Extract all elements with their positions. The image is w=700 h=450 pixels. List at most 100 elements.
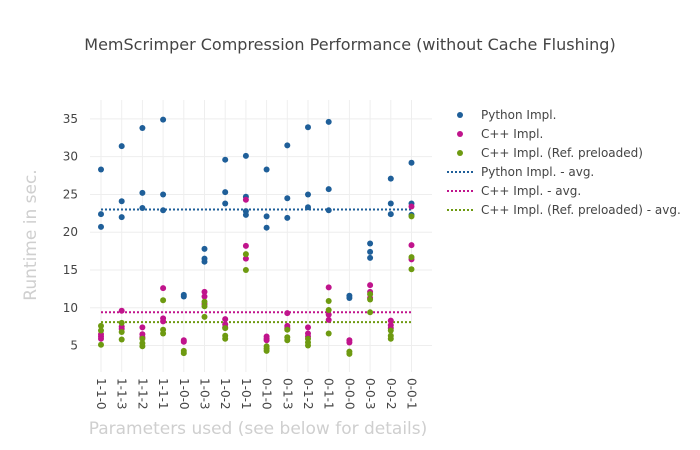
data-point — [180, 293, 187, 300]
data-point — [387, 327, 394, 334]
data-point — [242, 267, 249, 273]
x-tick-label: 1-1-1 — [156, 378, 170, 410]
x-tick-label: 0-0-1 — [405, 378, 419, 410]
data-point — [160, 207, 167, 214]
data-point — [325, 330, 332, 337]
y-tick-label: 35 — [63, 112, 78, 126]
legend-marker — [457, 112, 463, 118]
data-point — [367, 248, 374, 255]
data-point — [325, 284, 332, 291]
legend-label: C++ Impl. — [481, 127, 543, 141]
data-point — [118, 307, 125, 314]
data-point — [346, 350, 353, 357]
data-point — [118, 336, 125, 343]
data-point — [387, 175, 394, 182]
legend-marker — [457, 131, 463, 137]
data-point — [325, 207, 332, 214]
data-point — [284, 195, 291, 202]
data-point — [242, 152, 249, 159]
data-point — [305, 191, 311, 198]
data-point — [408, 159, 415, 166]
x-tick-label: 0-0-3 — [363, 378, 377, 410]
data-point — [242, 255, 249, 262]
data-point — [118, 319, 125, 326]
data-point — [201, 303, 208, 310]
data-point — [139, 189, 146, 196]
data-point — [201, 293, 208, 300]
data-point — [222, 335, 229, 342]
data-point — [367, 309, 374, 316]
legend-label: C++ Impl. - avg. — [481, 184, 581, 198]
x-axis-ticks: 1-1-0 1-1-3 1-1-2 1-1-1 1-0-0 1-0-3 1-0-2 1-0-1… — [94, 378, 419, 410]
data-point — [242, 251, 249, 258]
data-point — [367, 296, 374, 303]
data-point — [284, 214, 291, 221]
data-point — [263, 213, 270, 220]
data-point — [242, 211, 249, 218]
y-tick-label: 15 — [63, 263, 78, 277]
data-point — [305, 124, 311, 131]
data-point — [387, 335, 394, 342]
x-tick-label: 1-1-2 — [135, 378, 149, 410]
data-point — [160, 330, 167, 337]
data-point — [408, 266, 415, 273]
data-point — [408, 254, 415, 261]
legend-label: Python Impl. - avg. — [481, 165, 594, 179]
data-point — [346, 294, 353, 301]
data-point — [263, 347, 270, 354]
x-tick-label: 0-1-2 — [301, 378, 315, 410]
data-point — [139, 205, 146, 212]
data-point — [387, 211, 394, 218]
data-point — [222, 316, 229, 323]
data-point — [201, 298, 208, 305]
data-point — [118, 214, 125, 221]
y-axis-ticks: 5 10 15 20 25 30 35 — [63, 112, 78, 353]
data-point — [201, 313, 208, 320]
data-point — [118, 198, 125, 205]
data-point — [408, 213, 415, 220]
data-point — [387, 200, 394, 207]
x-tick-label: 1-0-2 — [218, 378, 232, 410]
data-point — [408, 203, 415, 210]
data-point — [242, 196, 249, 203]
data-point — [263, 166, 270, 173]
data-point — [367, 282, 374, 289]
data-point — [201, 245, 208, 252]
legend-label: C++ Impl. (Ref. preloaded) - avg. — [481, 203, 681, 217]
data-point — [201, 258, 208, 265]
data-point — [139, 324, 146, 331]
data-point — [98, 335, 104, 342]
data-point — [222, 156, 229, 163]
x-axis-title: Parameters used (see below for details) — [89, 419, 428, 439]
data-point — [305, 342, 311, 349]
data-point — [118, 143, 125, 150]
y-tick-label: 20 — [63, 225, 78, 239]
y-tick-label: 10 — [63, 301, 78, 315]
data-point — [263, 337, 270, 344]
data-point — [160, 318, 167, 325]
data-point — [305, 204, 311, 211]
data-point — [139, 124, 146, 131]
grid — [90, 100, 432, 372]
x-tick-label: 1-0-0 — [177, 378, 191, 410]
average-lines — [101, 208, 412, 324]
data-point — [98, 223, 104, 230]
legend-label: C++ Impl. (Ref. preloaded) — [481, 146, 643, 160]
data-point — [263, 224, 270, 231]
x-tick-label: 0-1-3 — [280, 378, 294, 410]
y-tick-label: 5 — [70, 339, 78, 353]
data-point — [160, 191, 167, 198]
data-point — [98, 211, 104, 218]
data-point — [387, 317, 394, 324]
data-point — [98, 327, 104, 334]
data-point — [367, 254, 374, 261]
data-point — [325, 311, 332, 318]
data-point — [305, 324, 311, 331]
data-point — [284, 337, 291, 344]
data-point — [284, 326, 291, 333]
legend-marker — [457, 150, 463, 156]
data-point — [222, 200, 229, 207]
data-point — [325, 186, 332, 193]
